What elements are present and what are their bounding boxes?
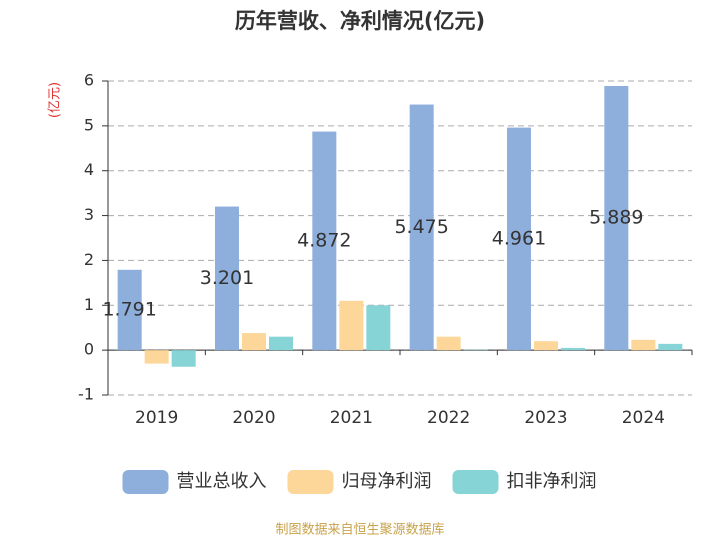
data-label: 1.791 [102,298,156,320]
bar [269,336,293,351]
data-label: 5.889 [589,207,643,229]
bar [561,347,585,351]
bar [658,343,683,351]
bar [144,350,169,364]
x-tick-label: 2020 [232,408,275,428]
y-axis-label: (亿元) [48,82,63,118]
legend-swatch [452,470,499,494]
bar [171,350,196,367]
y-tick-label: 6 [84,71,94,90]
y-tick-label: 3 [84,205,94,224]
bar [339,300,364,351]
bar [436,336,461,351]
source-note: 制图数据来自恒生聚源数据库 [275,522,444,538]
x-tick-label: 2019 [135,408,178,428]
data-label: 4.872 [297,229,351,251]
bar [366,305,391,351]
x-tick-label: 2022 [427,408,470,428]
legend-label: 营业总收入 [177,471,267,492]
data-label: 5.475 [394,216,448,238]
bar [409,104,434,351]
data-label: 4.961 [492,227,546,249]
y-tick-label: 1 [84,295,94,314]
chart-title: 历年营收、净利情况(亿元) [235,9,485,33]
bar [215,206,239,351]
y-tick-label: 4 [84,160,94,179]
legend-swatch [287,470,334,494]
x-tick-label: 2021 [330,408,373,428]
y-tick-label: 0 [84,340,94,359]
y-tick-label: 2 [84,250,94,269]
x-tick-label: 2024 [622,408,665,428]
legend-label: 归母净利润 [342,471,432,492]
bar [242,333,266,351]
bar [631,339,656,351]
data-label: 3.201 [200,267,254,289]
bar [534,341,558,351]
y-tick-label: -1 [78,385,94,404]
bar [117,269,142,351]
bar [312,131,337,351]
legend-swatch [122,470,169,494]
bar [604,85,629,351]
y-tick-label: 5 [84,115,94,134]
legend-label: 扣非净利润 [507,471,597,492]
x-tick-label: 2023 [524,408,567,428]
bar [507,127,531,351]
